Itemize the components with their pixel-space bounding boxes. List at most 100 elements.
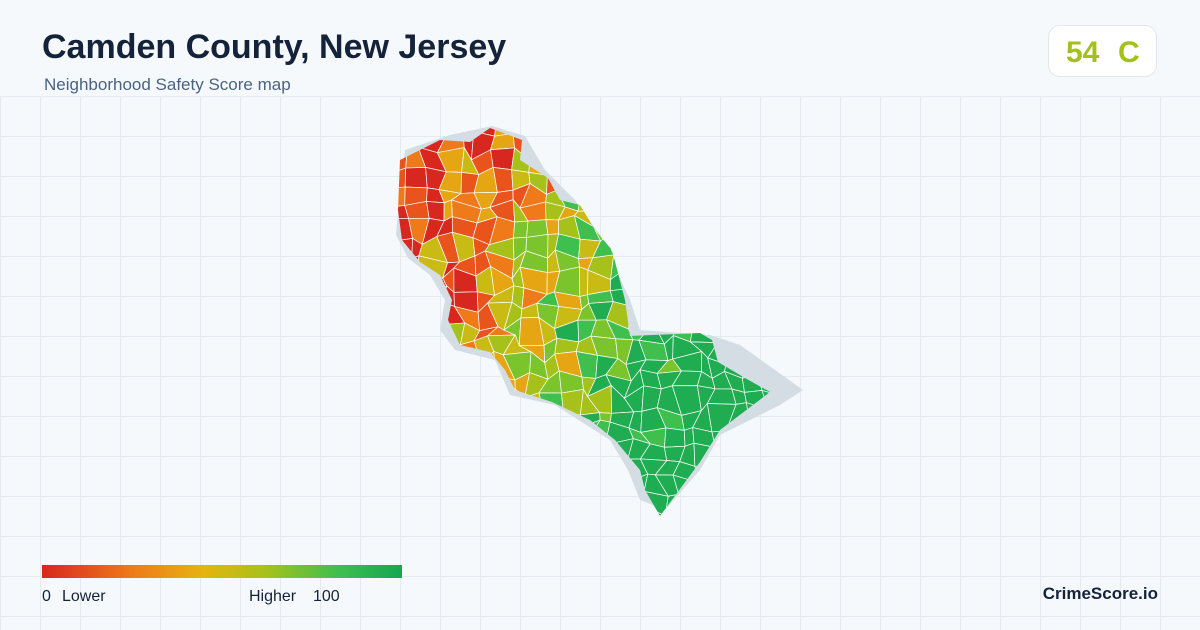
map-region: [475, 495, 489, 513]
map-region: [406, 454, 431, 479]
map-region: [791, 291, 817, 304]
score-badge: 54 C: [1048, 25, 1157, 77]
map-region: [716, 285, 730, 314]
map-region: [544, 504, 568, 516]
map-region: [637, 188, 669, 210]
map-region: [768, 180, 770, 212]
map-region: [657, 236, 684, 262]
map-region: [417, 370, 444, 397]
map-region: [739, 136, 770, 155]
map-region: [726, 453, 749, 481]
map-region: [398, 272, 410, 295]
map-region: [454, 478, 482, 498]
map-region: [404, 166, 428, 189]
map-region: [401, 498, 432, 516]
map-region: [664, 168, 680, 190]
map-region: [707, 300, 732, 330]
map-region: [731, 508, 742, 516]
map-region: [781, 255, 803, 272]
map-region: [660, 511, 682, 516]
map-region: [722, 258, 750, 276]
map-region: [407, 319, 426, 344]
map-region: [588, 435, 611, 461]
map-region: [521, 480, 547, 500]
map-region: [747, 232, 765, 261]
map-region: [564, 477, 582, 500]
map-region: [615, 495, 632, 515]
map-region: [624, 128, 652, 131]
map-region: [699, 474, 717, 499]
map-region: [439, 370, 463, 400]
map-region: [398, 389, 403, 409]
map-region: [423, 408, 445, 425]
map-region: [706, 240, 733, 260]
map-region: [437, 435, 455, 462]
map-region: [417, 391, 444, 413]
map-region: [476, 470, 494, 498]
map-region: [398, 473, 407, 501]
map-region: [612, 147, 624, 172]
map-region: [683, 285, 699, 306]
map-region: [689, 203, 720, 227]
map-region: [621, 170, 652, 195]
legend-high-label: Higher: [249, 588, 297, 605]
map-region: [793, 470, 816, 500]
map-region: [692, 487, 717, 512]
brand: CrimeScore.io: [1042, 584, 1158, 603]
map-region: [746, 419, 770, 448]
map-region: [689, 129, 719, 157]
map-region: [637, 128, 665, 144]
map-region: [780, 225, 801, 242]
map-region: [707, 151, 727, 177]
map-region: [781, 422, 804, 445]
map-region: [620, 506, 644, 516]
map-region: [638, 249, 659, 274]
map-region: [714, 446, 730, 466]
map-region: [744, 255, 768, 279]
map-region: [560, 137, 581, 155]
map-region: [590, 454, 616, 478]
map-region: [706, 215, 734, 244]
map-region: [711, 128, 736, 141]
map-region: [417, 301, 444, 331]
map-region: [743, 275, 768, 294]
map-region: [656, 272, 684, 289]
map-region: [723, 268, 754, 294]
map-region: [793, 493, 814, 515]
map-region: [776, 124, 802, 142]
map-region: [671, 128, 702, 139]
map-region: [791, 302, 820, 330]
map-region: [658, 215, 684, 241]
map-region: [739, 128, 770, 144]
map-region: [740, 437, 762, 462]
map-region: [775, 499, 793, 515]
map-region: [714, 207, 736, 228]
map-region: [664, 427, 686, 448]
map-region: [714, 510, 733, 516]
map-region: [731, 216, 752, 244]
map-region: [747, 220, 770, 241]
map-region: [398, 128, 410, 144]
map-region: [508, 507, 531, 516]
map-region: [545, 219, 559, 235]
map-region: [655, 137, 673, 155]
map-region: [762, 320, 770, 342]
map-region: [401, 375, 421, 397]
map-region: [492, 440, 510, 464]
map-region: [715, 474, 735, 500]
map-region: [539, 128, 562, 140]
map-region: [799, 150, 820, 175]
map-region: [799, 351, 821, 371]
map-region: [529, 401, 544, 431]
map-region: [680, 260, 702, 277]
map-region: [655, 148, 680, 174]
map-region: [740, 509, 765, 516]
map-region: [398, 438, 415, 466]
map-region: [746, 180, 770, 212]
map-region: [542, 429, 563, 442]
map-region: [802, 422, 815, 443]
map-region: [592, 207, 614, 228]
map-region: [645, 147, 666, 177]
map-region: [723, 285, 754, 314]
